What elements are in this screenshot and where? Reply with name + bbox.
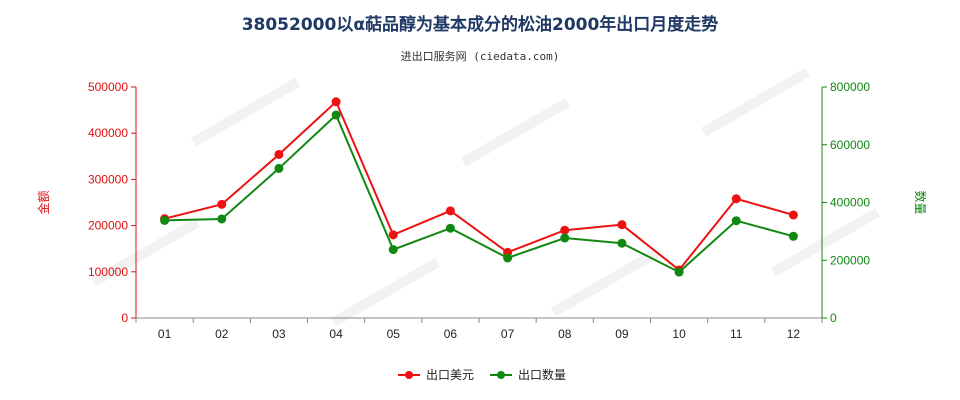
series-2-point [160, 215, 170, 225]
left-axis-tick-label: 100000 [88, 265, 128, 279]
series-1-point [217, 199, 227, 209]
left-axis-title: 金额 [36, 190, 51, 214]
chart-axes: 0 100000 200000 300000 400000 500000 金额 0 200000… [36, 80, 928, 341]
watermark-mark [331, 257, 440, 327]
watermark-mark [91, 217, 200, 287]
x-axis-tick-label: 10 [672, 327, 686, 341]
series-layer [160, 97, 798, 277]
series-1-point [788, 210, 798, 220]
series-line-1 [164, 100, 794, 272]
series-1-point [731, 194, 741, 204]
watermark-mark [461, 97, 570, 167]
left-axis-tick-label: 300000 [88, 172, 128, 186]
x-axis-tick-label: 09 [615, 327, 629, 341]
x-axis-tick-label: 07 [501, 327, 515, 341]
series-line-2 [164, 113, 794, 274]
series-1-point [445, 206, 455, 216]
left-axis-tick-label: 0 [121, 311, 128, 325]
left-axis-tick-label: 500000 [88, 80, 128, 94]
series-2-point [731, 216, 741, 226]
series-1-point [388, 230, 398, 240]
series-2-point [788, 231, 798, 241]
series-1-point [560, 225, 570, 235]
x-axis-tick-label: 12 [787, 327, 801, 341]
x-axis-tick-label: 04 [329, 327, 343, 341]
series-2-point [560, 233, 570, 243]
right-axis-tick-label: 200000 [830, 253, 870, 267]
legend-label: 出口数量 [518, 367, 566, 382]
series-2-point [217, 214, 227, 224]
right-axis-title: 数量 [913, 190, 928, 214]
x-axis-tick-label: 05 [387, 327, 401, 341]
legend-swatch-marker [497, 371, 505, 379]
right-axis-tick-label: 0 [830, 311, 837, 325]
x-axis-tick-label: 08 [558, 327, 572, 341]
chart-source: 进出口服务网 (ciedata.com) [400, 50, 560, 63]
left-axis-tick-label: 200000 [88, 219, 128, 233]
watermark-mark [191, 77, 300, 147]
chart-legend: 出口美元 出口数量 [398, 367, 566, 382]
series-2-point [388, 245, 398, 255]
right-axis-tick-label: 400000 [830, 196, 870, 210]
series-2-point [445, 223, 455, 233]
series-2-point [617, 238, 627, 248]
series-1-point [617, 220, 627, 230]
watermark-mark [551, 247, 660, 317]
watermark-layer [91, 67, 880, 327]
left-axis-tick-label: 400000 [88, 126, 128, 140]
series-1-point [274, 149, 284, 159]
x-axis-tick-label: 02 [215, 327, 229, 341]
series-2-point [503, 253, 513, 263]
legend-label: 出口美元 [426, 368, 474, 382]
watermark-mark [771, 207, 880, 277]
right-axis-tick-label: 800000 [830, 80, 870, 94]
legend-swatch-marker [405, 371, 413, 379]
x-axis-tick-label: 01 [158, 327, 172, 341]
series-1-point [331, 97, 341, 107]
series-2-point [274, 163, 284, 173]
x-axis-tick-label: 06 [444, 327, 458, 341]
series-2-point [674, 267, 684, 277]
series-2-point [331, 110, 341, 120]
x-axis-tick-label: 11 [730, 327, 743, 341]
right-axis-tick-label: 600000 [830, 138, 870, 152]
watermark-mark [701, 67, 810, 137]
x-axis-tick-label: 03 [272, 327, 286, 341]
chart-title: 38052000以α萜品醇为基本成分的松油2000年出口月度走势 [241, 15, 719, 35]
